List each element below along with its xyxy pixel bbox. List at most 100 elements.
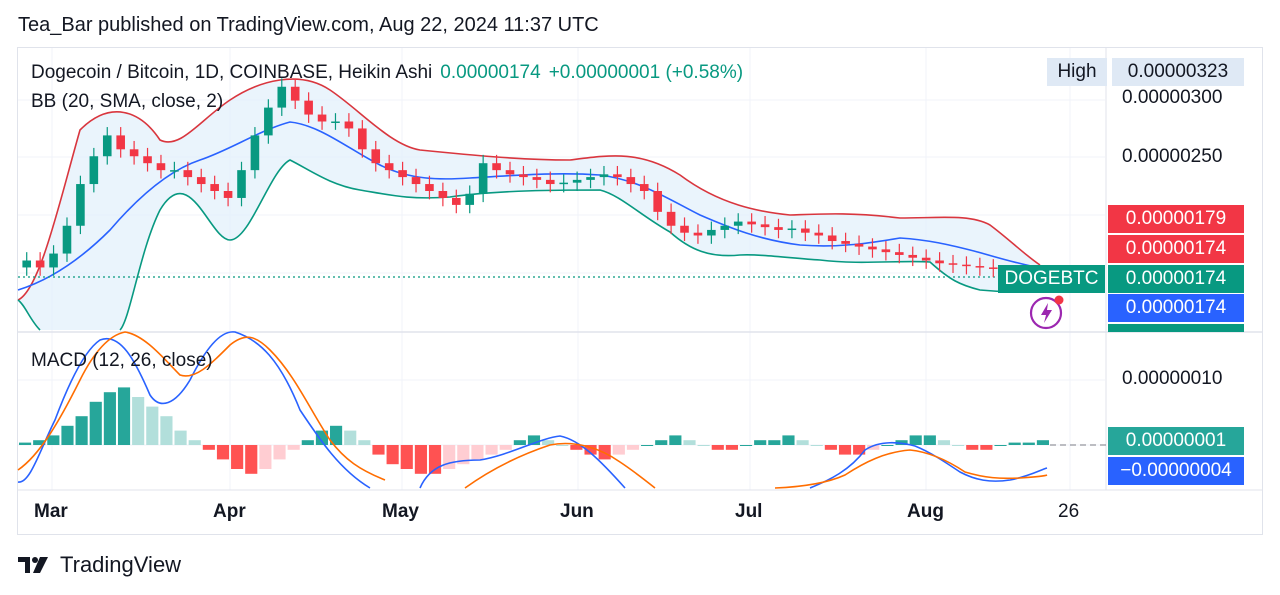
macd-line-tag: −0.00000004 — [1108, 457, 1244, 485]
price-axis-label: 0.00000250 — [1122, 146, 1223, 167]
macd-bar — [739, 445, 753, 446]
candle-body — [143, 156, 152, 164]
candle-body — [895, 252, 904, 255]
candle-body — [196, 177, 206, 185]
candle-body — [935, 260, 944, 264]
time-label: 26 — [1058, 501, 1080, 522]
macd-bar — [485, 445, 498, 455]
candle-body — [827, 235, 837, 242]
candle-body — [304, 100, 313, 115]
macd-bar — [994, 445, 1007, 446]
time-label: Apr — [213, 501, 246, 522]
macd-bar — [669, 435, 682, 445]
macd-bar — [683, 440, 696, 445]
candle-body — [478, 163, 488, 194]
candle-body — [572, 179, 582, 183]
candle-body — [559, 182, 568, 185]
candle-body — [868, 246, 877, 250]
candle-body — [290, 86, 300, 101]
candle-body — [156, 163, 166, 171]
macd-bar — [838, 445, 852, 455]
symbol-title: Dogecoin / Bitcoin, 1D, COINBASE, Heikin… — [31, 62, 433, 83]
bb-legend[interactable]: BB (20, SMA, close, 2) — [31, 91, 223, 113]
candle-body — [733, 221, 743, 226]
bb-mid-tag: 0.00000174 — [1108, 235, 1244, 263]
macd-bar — [782, 435, 795, 445]
time-label: Jun — [560, 501, 594, 522]
macd-bar — [287, 445, 300, 450]
candle-body — [371, 149, 381, 164]
high-value: 0.00000323 — [1112, 58, 1244, 86]
candle-body — [438, 191, 448, 198]
candlestick-series — [22, 78, 998, 278]
bb-legend-label: BB (20, SMA, close, 2) — [31, 91, 224, 112]
macd-bar — [980, 445, 993, 450]
candle-body — [465, 193, 475, 205]
macd-bar — [216, 445, 230, 460]
lightning-icon[interactable] — [1029, 294, 1065, 330]
macd-bar — [1036, 440, 1049, 445]
macd-bar — [711, 445, 724, 450]
macd-signal-line — [17, 331, 1048, 489]
candle-body — [680, 225, 689, 233]
candle-body — [653, 191, 662, 212]
macd-bar — [259, 445, 272, 469]
macd-bar — [47, 435, 60, 445]
macd-bar — [330, 425, 343, 445]
candle-body — [707, 229, 716, 236]
macd-bar — [867, 445, 880, 450]
candle-body — [814, 232, 824, 236]
macd-bar — [160, 416, 173, 445]
symbol-legend[interactable]: Dogecoin / Bitcoin, 1D, COINBASE, Heikin… — [31, 62, 743, 84]
candle-body — [277, 86, 287, 108]
bb-upper-tag: 0.00000179 — [1108, 205, 1244, 233]
macd-bar — [923, 435, 936, 445]
macd-bar — [853, 445, 866, 455]
symbol-tag[interactable]: DOGEBTC — [998, 265, 1105, 293]
bb-mid-line — [17, 121, 1041, 291]
candle-body — [747, 221, 756, 225]
macd-bar — [542, 440, 555, 445]
time-label: Mar — [34, 501, 68, 522]
time-label: Jul — [735, 501, 763, 522]
candle-body — [49, 253, 58, 268]
chart-frame[interactable] — [17, 47, 1263, 535]
macd-bar — [810, 445, 823, 446]
candle-body — [331, 121, 340, 123]
macd-bar — [358, 440, 371, 445]
candle-body — [210, 184, 219, 191]
high-label: High — [1047, 58, 1107, 86]
candle-body — [411, 177, 421, 185]
candle-body — [988, 267, 998, 269]
macd-legend[interactable]: MACD (12, 26, close) — [31, 350, 213, 372]
macd-bar — [1008, 442, 1021, 445]
macd-bar — [697, 445, 710, 446]
candle-body — [425, 184, 434, 191]
macd-bar — [725, 445, 738, 450]
time-label: Aug — [907, 501, 944, 522]
macd-bar — [33, 440, 46, 445]
candle-body — [586, 177, 595, 180]
macd-bar — [768, 440, 781, 445]
macd-bar — [103, 392, 116, 445]
time-label: May — [382, 501, 419, 522]
macd-bar — [372, 445, 385, 455]
candle-body — [639, 184, 649, 191]
candle-body — [613, 174, 622, 178]
macd-bar — [626, 445, 640, 450]
macd-bar — [754, 440, 767, 445]
hidden-tag-strip — [1108, 324, 1244, 332]
publish-caption: Tea_Bar published on TradingView.com, Au… — [18, 14, 599, 36]
macd-legend-label: MACD (12, 26, close) — [31, 350, 213, 371]
candle-body — [358, 128, 367, 150]
tradingview-logo[interactable]: TradingView — [18, 552, 181, 578]
candle-body — [116, 135, 125, 150]
candle-body — [22, 260, 32, 268]
candle-body — [102, 135, 112, 157]
candle-body — [787, 228, 797, 231]
macd-bar — [937, 440, 951, 445]
candle-body — [962, 264, 971, 267]
macd-bar — [641, 445, 654, 446]
candle-body — [908, 254, 918, 258]
